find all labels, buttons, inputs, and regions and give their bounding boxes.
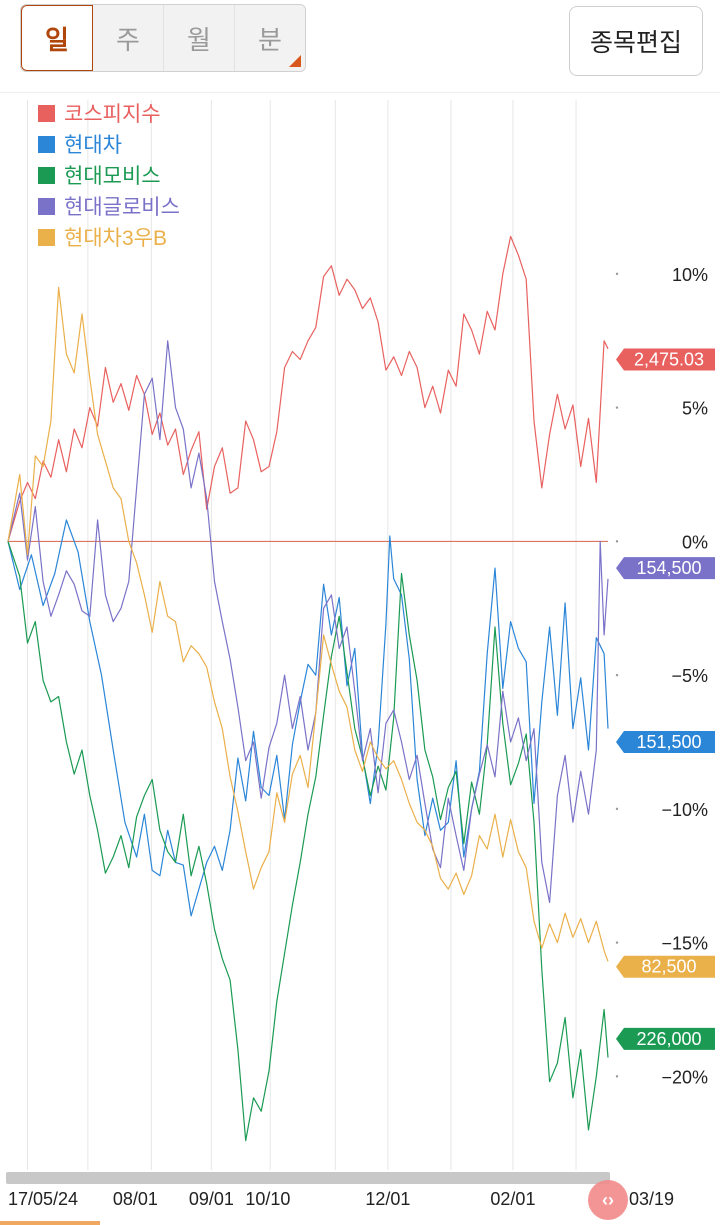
value-tag-label: 154,500 xyxy=(636,558,701,578)
tab-month[interactable]: 월 xyxy=(164,5,235,71)
legend-label: 현대차 xyxy=(64,134,122,157)
value-tag-bg xyxy=(616,557,715,580)
x-tick-label: 17/05/24 xyxy=(8,1189,78,1209)
x-tick-label: 08/01 xyxy=(113,1189,158,1209)
tab-day[interactable]: 일 xyxy=(21,5,93,71)
y-tick-dot xyxy=(615,1075,619,1078)
y-tick-label: −10% xyxy=(661,800,708,820)
x-tick-label: 03/19 xyxy=(629,1189,674,1209)
value-tag-bg xyxy=(616,1027,715,1050)
value-tag-label: 151,500 xyxy=(636,732,701,752)
value-tag-label: 2,475.03 xyxy=(634,349,704,369)
x-tick-label: 02/01 xyxy=(490,1189,535,1209)
value-tag-bg xyxy=(616,955,715,978)
chart-series xyxy=(7,235,609,1142)
y-tick-dot xyxy=(615,673,619,677)
value-tag-label: 82,500 xyxy=(641,957,696,977)
bottom-accent-bar xyxy=(0,1221,100,1225)
legend-swatch xyxy=(38,229,55,246)
dropdown-corner-icon xyxy=(289,55,301,67)
y-tick-dot xyxy=(615,272,619,276)
y-tick-label: −5% xyxy=(671,666,708,686)
series-line-hyundai_motor xyxy=(7,519,609,917)
y-tick-label: 5% xyxy=(682,399,708,419)
legend-swatch xyxy=(38,136,55,153)
value-tags: 2,475.03 154,500 151,500 82,500 226,000 xyxy=(616,348,715,1050)
chart-grid xyxy=(8,100,608,1170)
y-tick-dot xyxy=(615,807,619,811)
range-handle-icon[interactable]: ‹› xyxy=(588,1180,628,1220)
value-tag-bg xyxy=(616,731,715,753)
x-tick-label: 12/01 xyxy=(365,1189,410,1209)
legend-label: 현대차3우B xyxy=(64,227,167,250)
header-divider xyxy=(0,92,720,93)
y-tick-dot xyxy=(615,941,619,944)
value-tag-bg xyxy=(616,348,715,371)
x-tick-label: 09/01 xyxy=(189,1189,234,1209)
y-axis-ticks: 10% 5% 0% −5% −10% −15% −20% xyxy=(615,265,708,1087)
series-line-kospi xyxy=(7,235,609,542)
tab-week[interactable]: 주 xyxy=(93,5,164,71)
tab-minute-label: 분 xyxy=(258,24,282,55)
value-tag-label: 226,000 xyxy=(636,1029,701,1049)
edit-stocks-button[interactable]: 종목편집 xyxy=(569,6,703,76)
legend-swatch xyxy=(38,167,55,184)
y-tick-label: 0% xyxy=(682,532,708,552)
x-tick-label: 10/10 xyxy=(245,1189,290,1209)
legend-label: 현대글로비스 xyxy=(64,196,180,219)
y-tick-dot xyxy=(615,540,619,543)
y-tick-label: 10% xyxy=(672,265,708,285)
chart-scrollbar[interactable] xyxy=(6,1172,610,1184)
series-line-mobis xyxy=(7,541,609,1142)
period-tabs: 일 주 월 분 xyxy=(20,4,306,72)
legend-swatch xyxy=(38,198,55,215)
legend-label: 코스피지수 xyxy=(64,103,161,126)
x-axis-ticks: 17/05/24 08/01 09/01 10/10 12/01 02/01 03/19 xyxy=(8,1189,674,1209)
tab-minute[interactable]: 분 xyxy=(235,5,305,71)
y-tick-label: −20% xyxy=(661,1067,708,1087)
legend-label: 현대모비스 xyxy=(64,165,161,188)
y-tick-label: −15% xyxy=(661,934,708,954)
legend-swatch xyxy=(38,105,55,122)
y-tick-dot xyxy=(615,406,619,409)
series-line-pref3b xyxy=(7,286,609,962)
